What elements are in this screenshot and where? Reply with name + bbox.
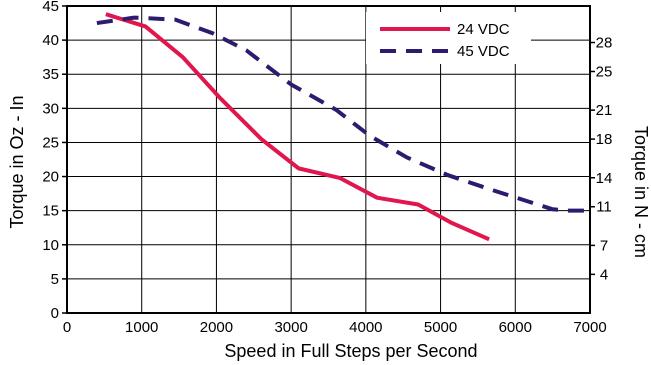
legend-label-24vdc: 24 VDC	[457, 21, 510, 38]
x-tick-label: 3000	[274, 319, 307, 336]
y-tick-label: 15	[42, 203, 59, 220]
y-tick-label: 20	[42, 169, 59, 186]
x-tick-label: 6000	[499, 319, 532, 336]
y-tick-label: 30	[42, 100, 59, 117]
x-tick-label: 2000	[200, 319, 233, 336]
y2-tick-label: 11	[596, 199, 612, 216]
y2-tick-label: 4	[600, 266, 608, 283]
y-axis-title: Torque in Oz - In	[7, 95, 27, 228]
y2-tick-label: 18	[596, 131, 613, 148]
series-lines	[96, 12, 590, 242]
x-tick-label: 0	[63, 319, 71, 336]
y2-tick-labels: 4 7 11 14 18 21 25 28	[590, 35, 613, 283]
y-tick-labels: 0 5 10 15 20 25 30 35 40 45	[42, 0, 67, 322]
y2-tick-label: 28	[596, 35, 613, 52]
y-tick-label: 5	[51, 271, 59, 288]
y2-tick-label: 21	[596, 102, 613, 119]
y2-tick-label: 14	[596, 170, 613, 187]
y2-tick-label: 7	[600, 237, 608, 254]
x-tick-label: 1000	[125, 319, 158, 336]
x-tick-label: 5000	[424, 319, 457, 336]
x-tick-label: 7000	[573, 319, 606, 336]
y-tick-label: 40	[42, 32, 59, 49]
legend-box	[366, 12, 531, 64]
y2-tick-label: 25	[596, 63, 613, 80]
y-tick-label: 0	[51, 305, 59, 322]
x-tick-labels: 0 1000 2000 3000 4000 5000 6000 7000	[63, 319, 607, 336]
y-tick-label: 25	[42, 134, 59, 151]
y-tick-label: 35	[42, 66, 59, 83]
plot-frame	[66, 5, 591, 314]
x-axis-title: Speed in Full Steps per Second	[224, 341, 477, 361]
legend-label-45vdc: 45 VDC	[457, 43, 510, 60]
y-tick-label: 45	[42, 0, 59, 15]
y2-axis-title: Torque in N - cm	[631, 126, 651, 258]
y-tick-label: 10	[42, 237, 59, 254]
series-line-45-vdc	[96, 15, 590, 213]
legend: 24 VDC 45 VDC	[366, 12, 531, 64]
series-line-24-vdc	[105, 12, 490, 242]
x-tick-label: 4000	[349, 319, 382, 336]
